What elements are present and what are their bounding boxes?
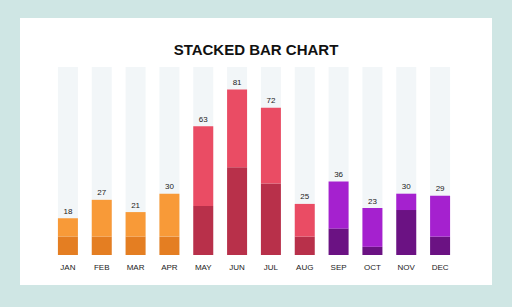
svg-text:23: 23 [368,197,377,206]
svg-text:27: 27 [97,188,106,197]
svg-text:APR: APR [161,263,178,272]
svg-text:25: 25 [300,192,309,201]
svg-text:STACKED BAR CHART: STACKED BAR CHART [174,41,339,58]
svg-text:JUL: JUL [264,263,279,272]
svg-text:30: 30 [165,182,174,191]
svg-text:DEC: DEC [432,263,449,272]
svg-text:MAR: MAR [127,263,145,272]
svg-text:SEP: SEP [331,263,347,272]
svg-text:FEB: FEB [94,263,110,272]
svg-text:AUG: AUG [296,263,313,272]
svg-text:30: 30 [402,182,411,191]
svg-text:NOV: NOV [398,263,416,272]
svg-text:72: 72 [266,96,275,105]
svg-text:81: 81 [233,78,242,87]
svg-text:JAN: JAN [60,263,75,272]
svg-text:MAY: MAY [195,263,212,272]
svg-text:63: 63 [199,115,208,124]
svg-text:29: 29 [436,184,445,193]
svg-text:36: 36 [334,170,343,179]
svg-text:JUN: JUN [229,263,245,272]
svg-text:18: 18 [63,207,72,216]
svg-text:OCT: OCT [364,263,381,272]
svg-text:21: 21 [131,201,140,210]
